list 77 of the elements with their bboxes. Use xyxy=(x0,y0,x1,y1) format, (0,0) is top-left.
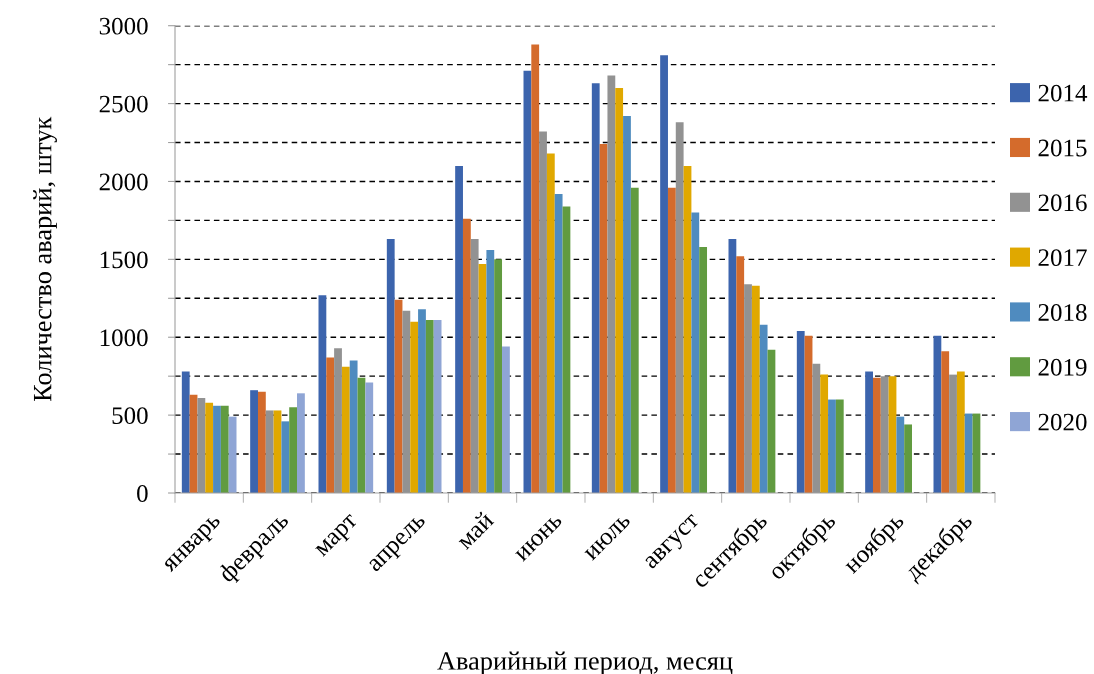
bar xyxy=(675,122,684,493)
y-axis-title: Количество аварий, штук xyxy=(33,116,57,402)
y-tick-label: 1000 xyxy=(100,329,148,347)
bar xyxy=(326,357,335,493)
bar xyxy=(213,405,221,493)
bar xyxy=(956,371,965,493)
bar xyxy=(349,360,358,493)
y-tick-label: 500 xyxy=(112,407,148,425)
legend-label: 2020 xyxy=(1038,413,1087,431)
bar xyxy=(828,399,836,493)
y-tick-label: 2500 xyxy=(99,95,148,113)
bar xyxy=(410,321,419,493)
bar xyxy=(759,324,768,493)
bar xyxy=(941,351,950,493)
bar xyxy=(197,397,206,493)
bar xyxy=(257,391,266,493)
bar xyxy=(796,331,805,493)
bar xyxy=(660,55,668,493)
bar xyxy=(964,413,973,493)
bar xyxy=(341,366,350,493)
bar xyxy=(607,75,616,493)
bar xyxy=(181,371,190,493)
legend-label: 2014 xyxy=(1038,84,1088,102)
y-tick-label: 1500 xyxy=(100,251,148,269)
bar xyxy=(365,382,374,493)
bar xyxy=(418,309,426,493)
legend-label: 2018 xyxy=(1038,304,1087,321)
bar xyxy=(425,320,434,493)
bar xyxy=(281,421,290,493)
bar xyxy=(386,239,395,493)
bar xyxy=(896,416,905,493)
bar xyxy=(539,131,547,493)
bar xyxy=(334,348,342,493)
bar xyxy=(297,393,305,493)
bar xyxy=(880,376,889,493)
bar xyxy=(433,320,442,493)
bar xyxy=(835,399,844,493)
bar xyxy=(744,284,752,493)
y-tick-label: 3000 xyxy=(99,17,148,35)
bar xyxy=(531,44,540,493)
bar xyxy=(865,371,873,493)
legend-label: 2017 xyxy=(1038,249,1087,267)
bar xyxy=(455,165,463,493)
legend-label: 2019 xyxy=(1038,358,1087,376)
bar xyxy=(462,218,471,493)
bar xyxy=(812,363,821,493)
bar xyxy=(904,424,913,493)
bar xyxy=(546,153,555,493)
bar xyxy=(691,212,700,493)
x-tick-label: май xyxy=(454,510,495,551)
bar xyxy=(630,187,639,493)
bar xyxy=(933,335,942,493)
bar xyxy=(486,250,495,493)
bar xyxy=(591,83,600,493)
bar xyxy=(554,193,563,493)
bar xyxy=(667,187,676,493)
y-tick-label: 0 xyxy=(137,485,148,502)
bar xyxy=(205,402,214,493)
bar xyxy=(402,310,411,493)
y-tick-label: 2000 xyxy=(99,173,148,191)
legend-label: 2015 xyxy=(1038,139,1087,157)
bar xyxy=(751,285,760,493)
bar xyxy=(615,88,624,493)
bar xyxy=(220,405,229,493)
bar xyxy=(289,407,298,493)
bar xyxy=(502,346,510,493)
bar xyxy=(265,410,274,493)
bar xyxy=(872,377,881,493)
bar xyxy=(736,256,745,493)
bar xyxy=(949,374,957,493)
bar xyxy=(250,390,258,493)
bar xyxy=(820,374,829,493)
bar xyxy=(623,116,631,493)
bar xyxy=(470,239,479,493)
bar xyxy=(699,246,708,493)
legend-label: 2016 xyxy=(1038,194,1087,212)
bar xyxy=(494,259,503,493)
